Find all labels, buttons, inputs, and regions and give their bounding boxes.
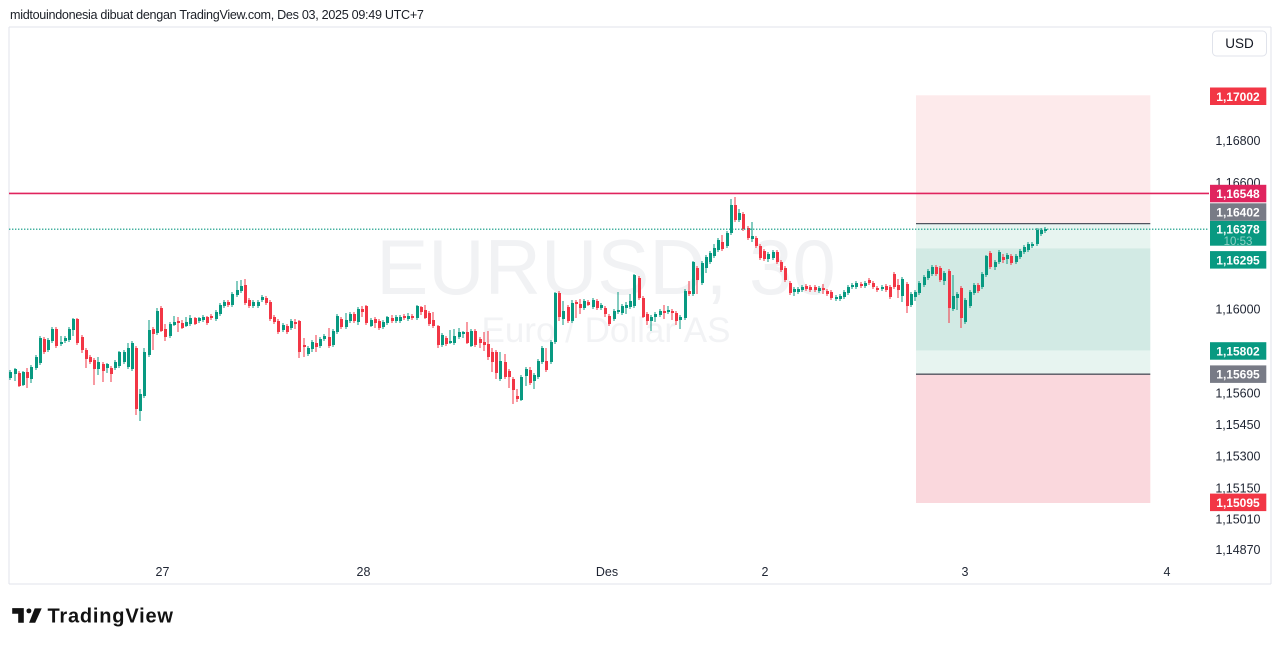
svg-text:1,15010: 1,15010 [1215, 513, 1260, 527]
svg-text:1,15150: 1,15150 [1215, 481, 1260, 495]
svg-text:1,15095: 1,15095 [1216, 496, 1260, 510]
svg-text:4: 4 [1164, 565, 1171, 579]
svg-text:1,15695: 1,15695 [1216, 368, 1260, 382]
svg-text:1,16295: 1,16295 [1216, 253, 1260, 267]
svg-text:1,15300: 1,15300 [1215, 450, 1260, 464]
svg-text:2: 2 [762, 565, 769, 579]
svg-text:1,16548: 1,16548 [1216, 187, 1260, 201]
svg-text:midtouindonesia dibuat dengan: midtouindonesia dibuat dengan TradingVie… [10, 8, 424, 22]
svg-text:1,15600: 1,15600 [1215, 387, 1260, 401]
svg-text:1,15450: 1,15450 [1215, 418, 1260, 432]
svg-text:Euro / Dollar AS: Euro / Dollar AS [482, 311, 731, 350]
svg-text:3: 3 [962, 565, 969, 579]
svg-text:1,16800: 1,16800 [1215, 134, 1260, 148]
svg-text:EURUSD, 30: EURUSD, 30 [376, 223, 835, 311]
svg-text:Des: Des [596, 565, 618, 579]
svg-text:1,16402: 1,16402 [1216, 206, 1260, 220]
svg-text:1,16378: 1,16378 [1216, 223, 1260, 237]
svg-text:1,14870: 1,14870 [1215, 543, 1260, 557]
svg-text:1,15802: 1,15802 [1216, 345, 1260, 359]
svg-text:1,16000: 1,16000 [1215, 302, 1260, 316]
svg-text:27: 27 [156, 565, 170, 579]
svg-text:USD: USD [1225, 36, 1254, 51]
svg-text:10:53: 10:53 [1224, 236, 1253, 248]
svg-text:1,17002: 1,17002 [1216, 90, 1260, 104]
svg-text:28: 28 [357, 565, 371, 579]
svg-text:TradingView: TradingView [48, 606, 174, 628]
